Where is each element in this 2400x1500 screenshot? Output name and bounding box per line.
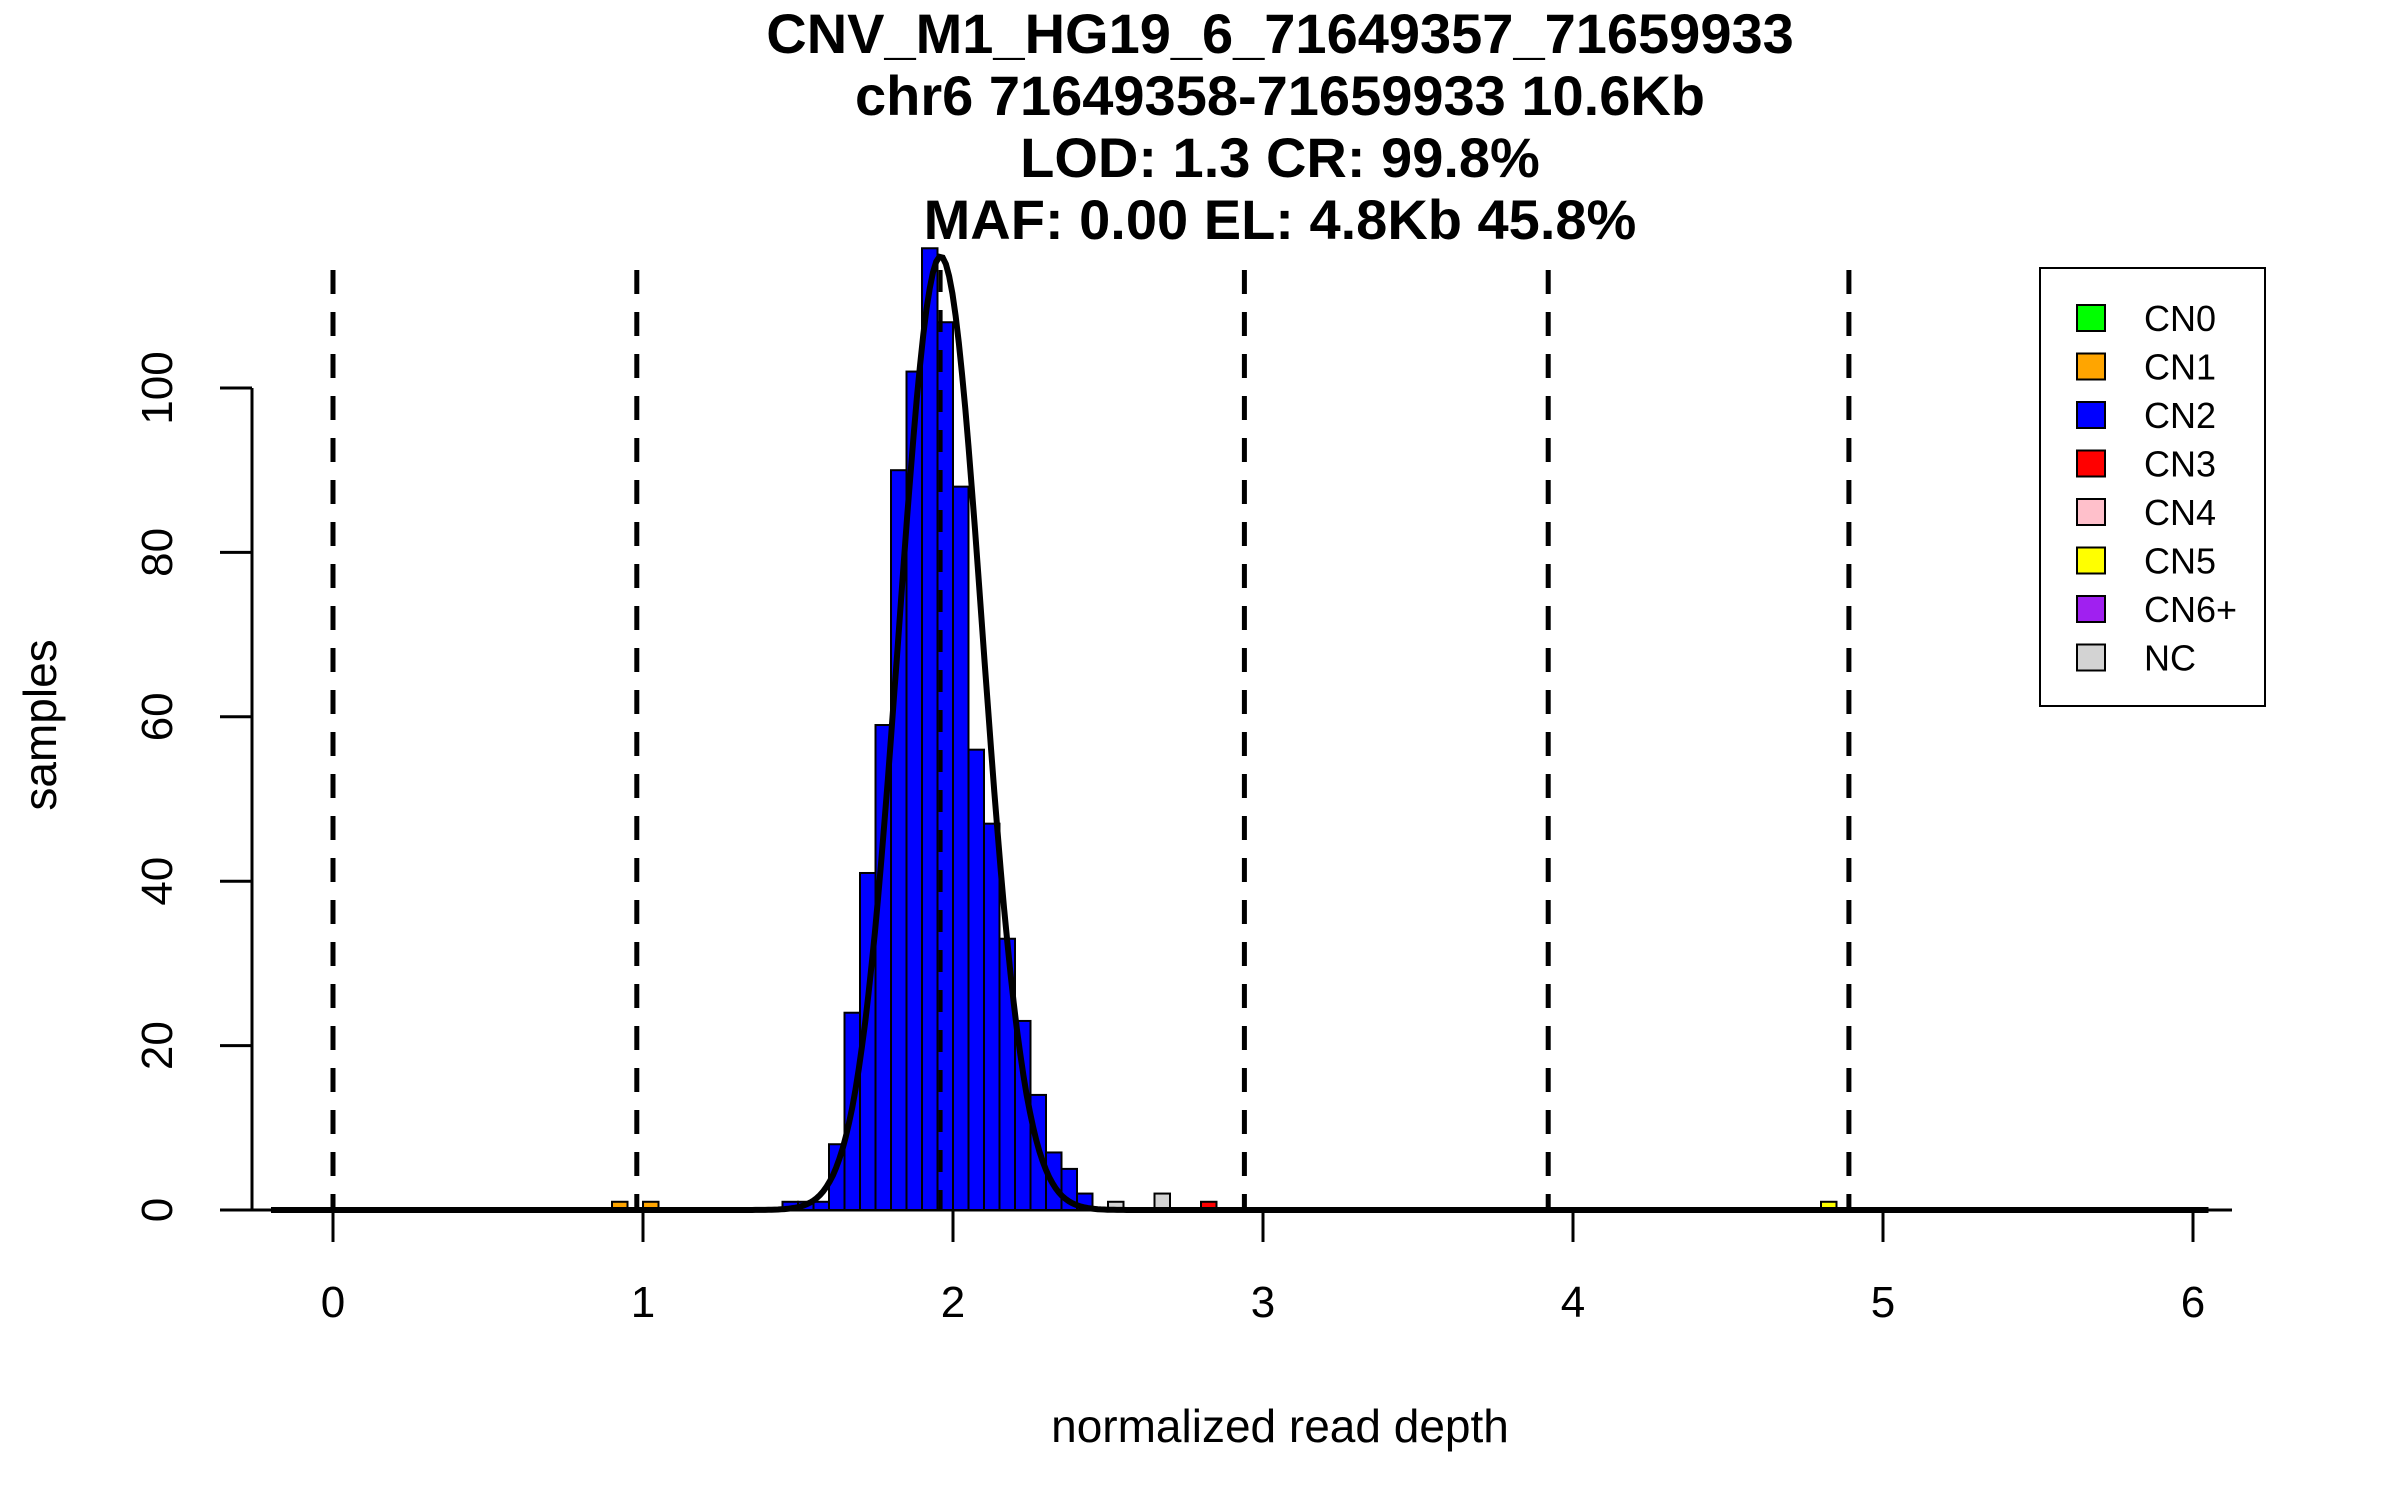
legend-swatch xyxy=(2076,643,2106,672)
legend-label: CN4 xyxy=(2144,492,2216,533)
legend-label: CN6+ xyxy=(2144,589,2237,630)
histogram-bar xyxy=(921,247,939,1211)
legend-label: CN1 xyxy=(2144,347,2216,388)
title-line-1: CNV_M1_HG19_6_71649357_71659933 xyxy=(766,2,1794,65)
histogram-bar xyxy=(952,485,970,1211)
chart-title: CNV_M1_HG19_6_71649357_71659933 chr6 716… xyxy=(766,2,1794,251)
title-line-4: MAF: 0.00 EL: 4.8Kb 45.8% xyxy=(924,188,1637,251)
x-tick-label: 6 xyxy=(2181,1278,2205,1327)
y-tick-label: 80 xyxy=(133,528,182,577)
legend-label: CN0 xyxy=(2144,298,2216,339)
legend-label: CN3 xyxy=(2144,444,2216,485)
legend-swatch xyxy=(2076,304,2106,332)
title-line-3: LOD: 1.3 CR: 99.8% xyxy=(1020,126,1540,189)
fit-curve xyxy=(271,253,2209,1213)
x-tick-label: 3 xyxy=(1251,1278,1275,1327)
y-tick-label: 60 xyxy=(133,692,182,741)
legend-swatch xyxy=(2076,352,2106,381)
x-tick-label: 2 xyxy=(941,1278,965,1327)
legend-label: NC xyxy=(2144,638,2196,679)
x-tick-label: 0 xyxy=(321,1278,345,1327)
legend-box xyxy=(2039,267,2266,707)
y-tick-label: 0 xyxy=(133,1198,182,1222)
y-tick-label: 100 xyxy=(133,351,182,424)
legend-swatch xyxy=(2076,401,2106,429)
y-tick-label: 40 xyxy=(133,857,182,906)
title-line-2: chr6 71649358-71659933 10.6Kb xyxy=(855,64,1705,127)
legend-swatch xyxy=(2076,449,2106,478)
x-tick-label: 5 xyxy=(1871,1278,1895,1327)
x-tick-label: 1 xyxy=(631,1278,655,1327)
x-axis-label: normalized read depth xyxy=(1051,1400,1509,1452)
y-axis-label: samples xyxy=(14,639,66,810)
histogram-bar xyxy=(983,822,1001,1211)
legend-swatch xyxy=(2076,546,2106,575)
legend-label: CN5 xyxy=(2144,541,2216,582)
legend-swatch xyxy=(2076,498,2106,526)
y-tick-label: 20 xyxy=(133,1021,182,1070)
legend: CN0 CN1 CN2 CN3 CN4 CN5 CN6+ NC xyxy=(2039,267,2266,707)
histogram-bar xyxy=(967,748,985,1211)
histogram-bar xyxy=(812,1200,830,1212)
legend-label: CN2 xyxy=(2144,395,2216,436)
legend-swatch xyxy=(2076,595,2106,623)
x-tick-label: 4 xyxy=(1561,1278,1585,1327)
